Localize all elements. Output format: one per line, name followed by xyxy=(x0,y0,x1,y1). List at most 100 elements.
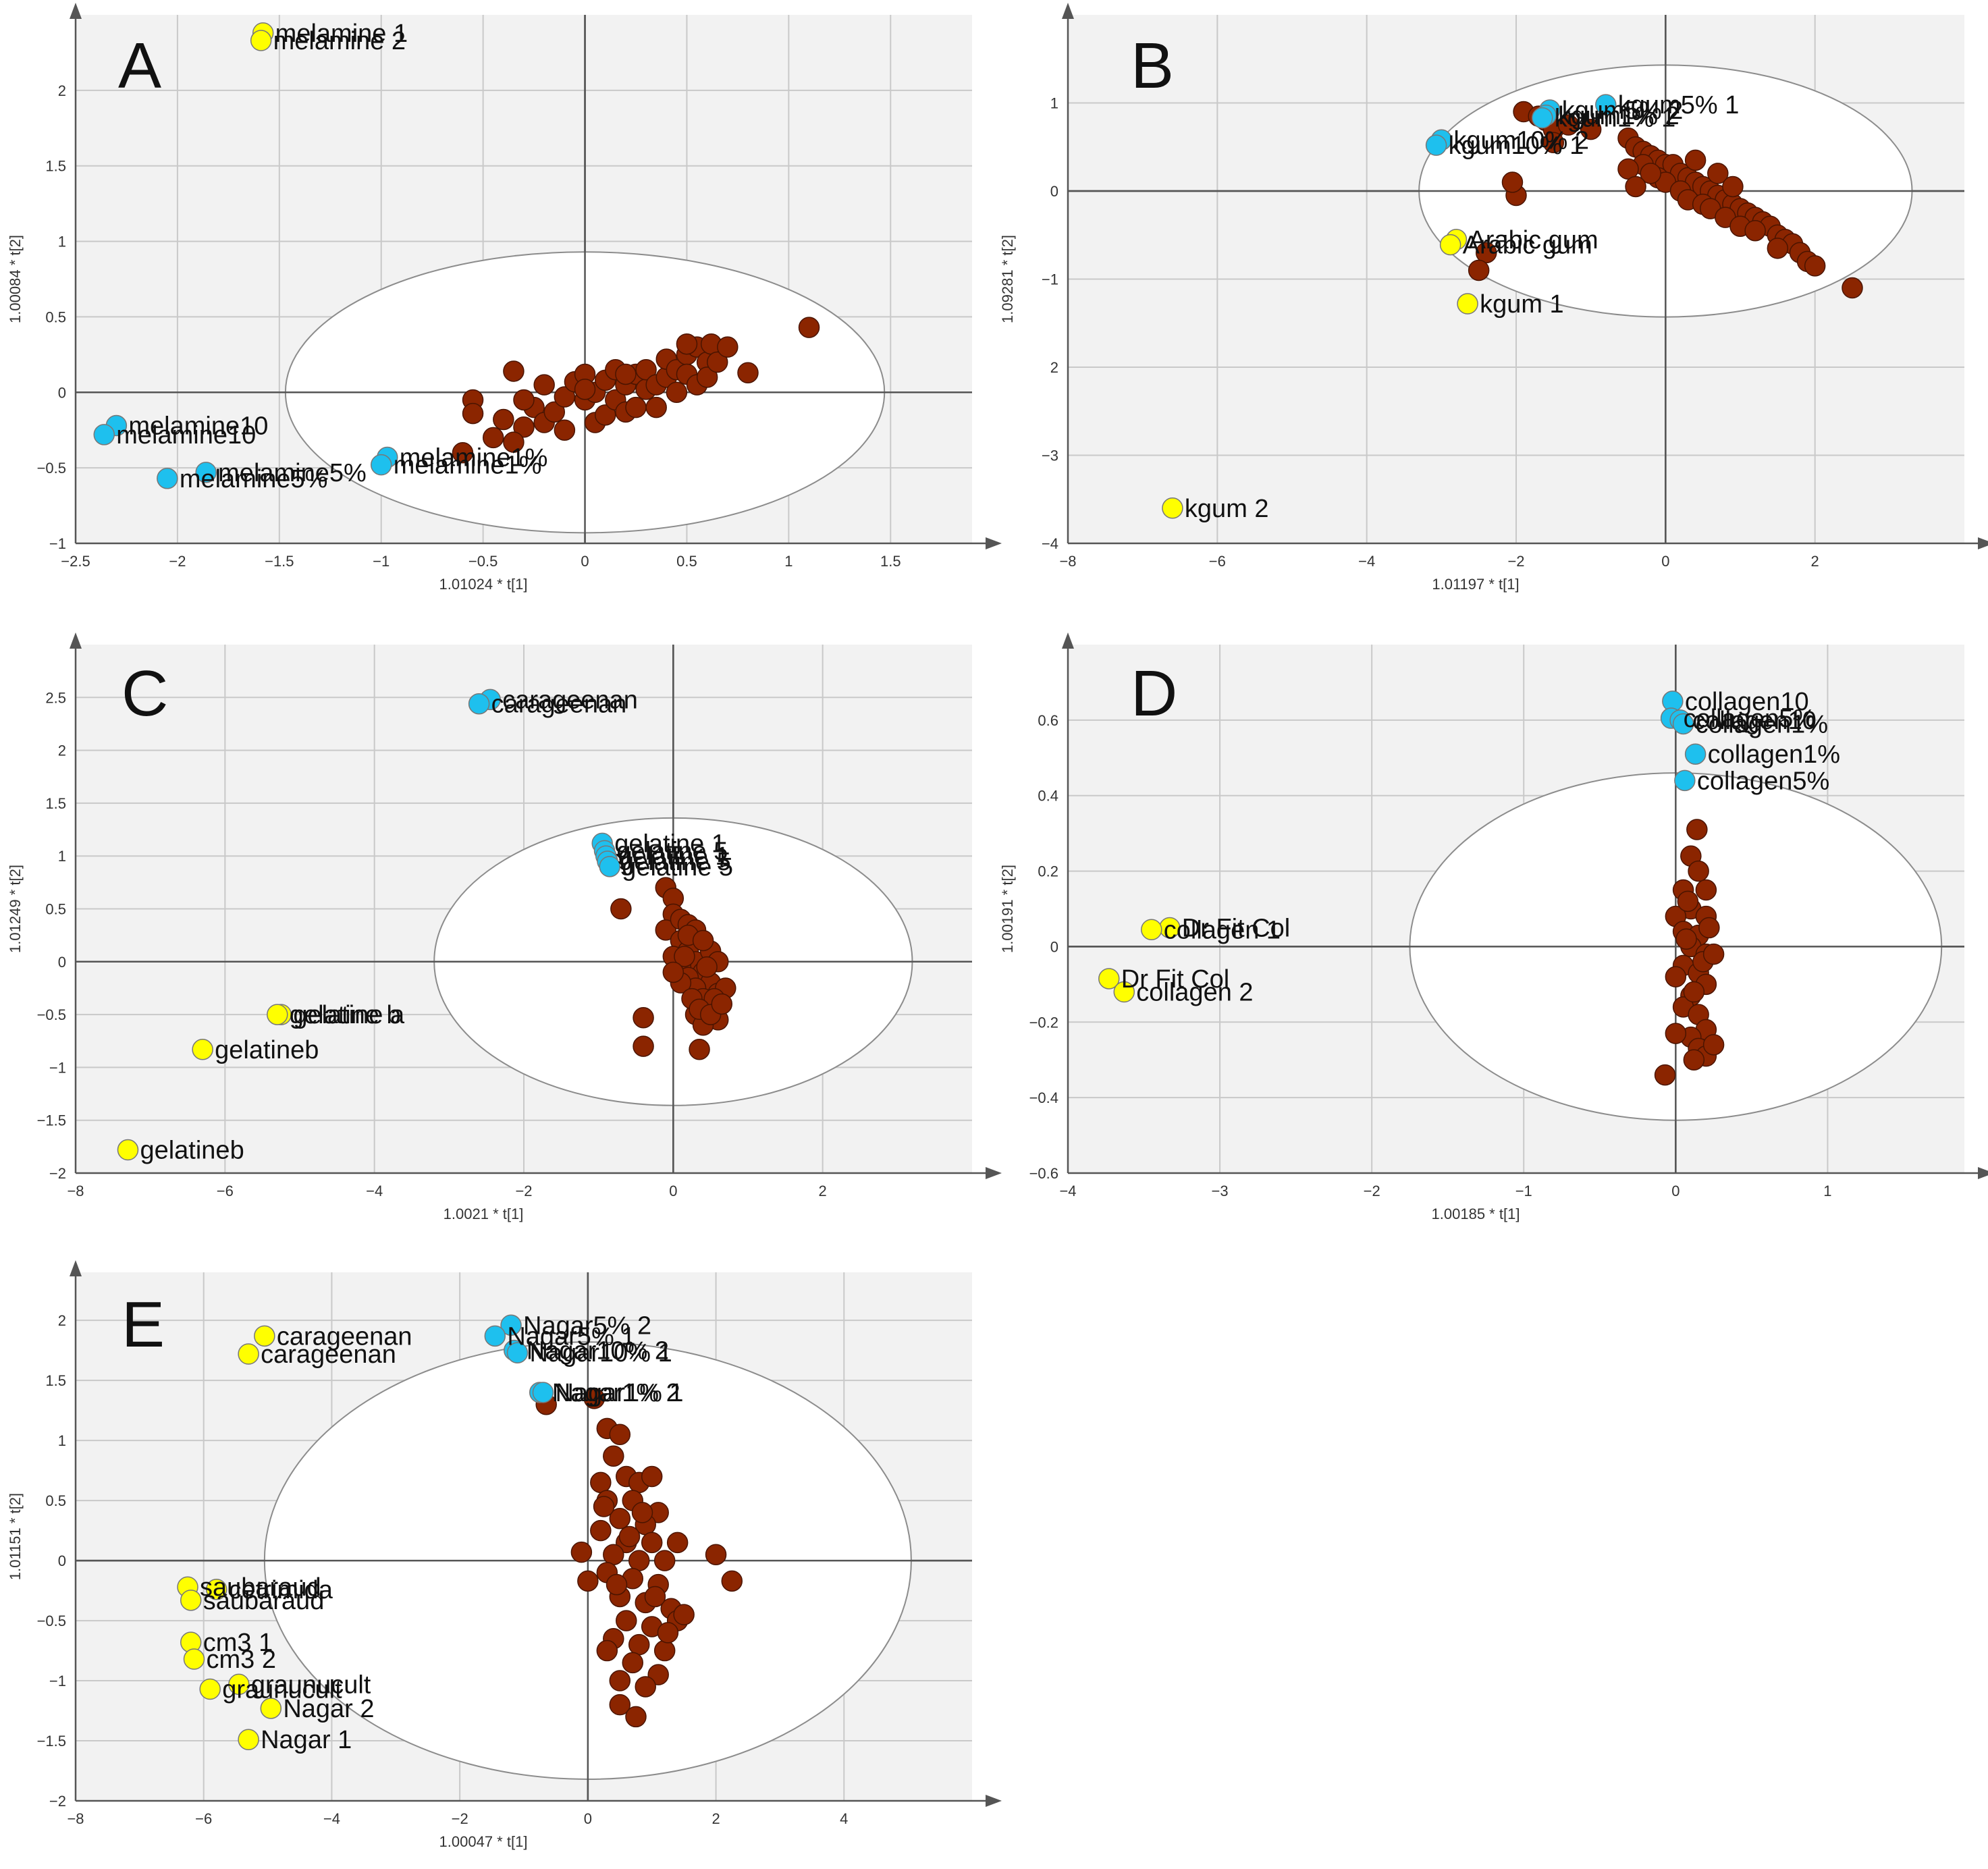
cluster-point xyxy=(644,1586,666,1608)
x-tick-label: 4 xyxy=(840,1810,848,1827)
y-tick-label: 2 xyxy=(58,742,66,759)
point-label: collagen10 xyxy=(1685,688,1809,716)
cluster-point xyxy=(609,1424,631,1445)
cluster-point xyxy=(737,362,759,383)
cluster-point xyxy=(1675,928,1697,950)
blue-sample-point xyxy=(1684,743,1707,765)
cluster-point xyxy=(452,442,474,464)
x-axis-arrow xyxy=(1978,537,1988,549)
point-label: Dr Fit Col xyxy=(1182,914,1290,942)
y-tick-label: −1 xyxy=(1042,271,1058,288)
point-label: Arabic gum xyxy=(1468,226,1598,254)
panel-letter: E xyxy=(122,1289,165,1361)
point-label: Nagar10% 2 xyxy=(527,1337,669,1365)
point-label: Nagar1% 1 xyxy=(555,1379,683,1407)
cluster-point xyxy=(721,1570,743,1592)
y-tick-label: 0 xyxy=(58,384,66,401)
x-axis-title: 1.00185 * t[1] xyxy=(1432,1206,1520,1222)
point-label: collagen1% xyxy=(1708,740,1840,769)
cluster-point xyxy=(635,1676,656,1698)
yellow-sample-point xyxy=(192,1039,213,1060)
cluster-point xyxy=(653,1640,676,1662)
cluster-point xyxy=(554,386,576,408)
panel-B: −8 −6 −4 −2 0 2 −4 −3 2 −1 0 1 1.01197 * t[1] 1.09281… xyxy=(999,3,1988,593)
cluster-point xyxy=(633,1007,654,1029)
point-label: kgum1% 1 xyxy=(1555,105,1676,133)
y-axis-title: 1.01151 * t[2] xyxy=(7,1493,24,1580)
cluster-point xyxy=(606,1573,628,1596)
cluster-point xyxy=(609,1694,631,1716)
point-label: saubaraud xyxy=(203,1587,325,1615)
cluster-point xyxy=(594,404,616,426)
cluster-point xyxy=(482,427,504,449)
y-tick-label: −1.5 xyxy=(37,1733,66,1750)
cluster-point xyxy=(609,1508,631,1529)
x-tick-label: −6 xyxy=(1209,553,1226,570)
point-label: kgum5% 2 xyxy=(1562,97,1684,125)
x-tick-label: −4 xyxy=(1059,1183,1076,1199)
panel-letter: B xyxy=(1131,30,1174,102)
point-label: kgum10% 1 xyxy=(1449,132,1584,160)
cluster-point xyxy=(1702,1034,1725,1056)
point-label: collagen 1 xyxy=(1164,916,1281,944)
cluster-point xyxy=(1722,175,1744,198)
y-tick-label: 0.4 xyxy=(1038,788,1058,805)
point-label: gelatine b xyxy=(290,1001,401,1029)
blue-sample-point xyxy=(1425,134,1447,156)
point-label: Nagar5% 1 xyxy=(507,1322,635,1351)
cluster-point xyxy=(1702,943,1725,965)
y-tick-label: −0.6 xyxy=(1029,1165,1058,1182)
x-tick-label: 0 xyxy=(669,1183,677,1199)
cluster-point xyxy=(666,1532,689,1554)
yellow-sample-point xyxy=(267,1004,288,1025)
y-axis-arrow xyxy=(1062,632,1074,649)
cluster-point xyxy=(717,336,738,358)
blue-sample-point xyxy=(195,462,217,483)
cluster-point xyxy=(676,333,698,355)
x-tick-label: −0.5 xyxy=(468,553,498,570)
cluster-point xyxy=(1683,1049,1705,1071)
x-axis-title: 1.01197 * t[1] xyxy=(1432,576,1519,593)
x-tick-label: 2 xyxy=(819,1183,827,1199)
cluster-point xyxy=(1542,132,1565,153)
cluster-point xyxy=(596,1640,618,1662)
cluster-point xyxy=(628,1633,650,1656)
plot-layer: −8 −6 −4 −2 0 2 −4 −3 2 −1 0 1 1.01197 * t[1] 1.09281… xyxy=(999,3,1988,593)
y-tick-label: 2 xyxy=(1050,359,1058,376)
x-tick-label: −1 xyxy=(373,553,389,570)
blue-sample-point xyxy=(93,424,115,445)
x-tick-label: −2 xyxy=(452,1810,468,1827)
blue-sample-point xyxy=(1674,769,1696,792)
y-tick-label: −2 xyxy=(49,1165,66,1182)
plot-layer: −8 −6 −4 −2 0 2 4 −2 −1.5 −1 −0.5 0 0.5 1 1.5 2 1.00047 … xyxy=(7,1260,1002,1850)
cluster-point xyxy=(635,358,657,381)
x-tick-label: −2.5 xyxy=(61,553,90,570)
yellow-sample-point xyxy=(260,1698,282,1719)
point-label: kgum 1 xyxy=(1480,290,1564,319)
cluster-point xyxy=(503,431,525,453)
point-label: gelatine 1 xyxy=(618,842,730,871)
panel-letter: C xyxy=(122,657,168,730)
x-tick-label: 0.5 xyxy=(676,553,697,570)
point-label: gelatine 5 xyxy=(620,848,731,876)
point-label: gelatine a xyxy=(293,1001,405,1029)
cluster-point xyxy=(1684,149,1707,171)
yellow-sample-point xyxy=(1113,981,1135,1003)
cluster-point xyxy=(593,1496,615,1517)
panel-E: −8 −6 −4 −2 0 2 4 −2 −1.5 −1 −0.5 0 0.5 1 1.5 2 1.00047 … xyxy=(7,1260,1002,1850)
point-label: cm3 2 xyxy=(206,1646,275,1674)
x-tick-label: 0 xyxy=(1671,1183,1680,1199)
point-label: graunucult xyxy=(222,1676,342,1704)
cluster-point xyxy=(1665,1023,1687,1044)
yellow-sample-point xyxy=(1457,293,1478,315)
x-tick-label: −4 xyxy=(323,1810,340,1827)
cluster-point xyxy=(631,1502,653,1523)
cluster-point xyxy=(674,946,695,967)
y-axis-title: 1.09281 * t[2] xyxy=(999,235,1016,323)
blue-sample-point xyxy=(500,1314,522,1336)
yellow-sample-point xyxy=(199,1678,221,1700)
point-label: kgum5% 1 xyxy=(1618,91,1740,119)
point-label: collagen5% xyxy=(1697,767,1829,795)
x-tick-label: −1.5 xyxy=(265,553,294,570)
yellow-sample-point xyxy=(1162,497,1183,519)
